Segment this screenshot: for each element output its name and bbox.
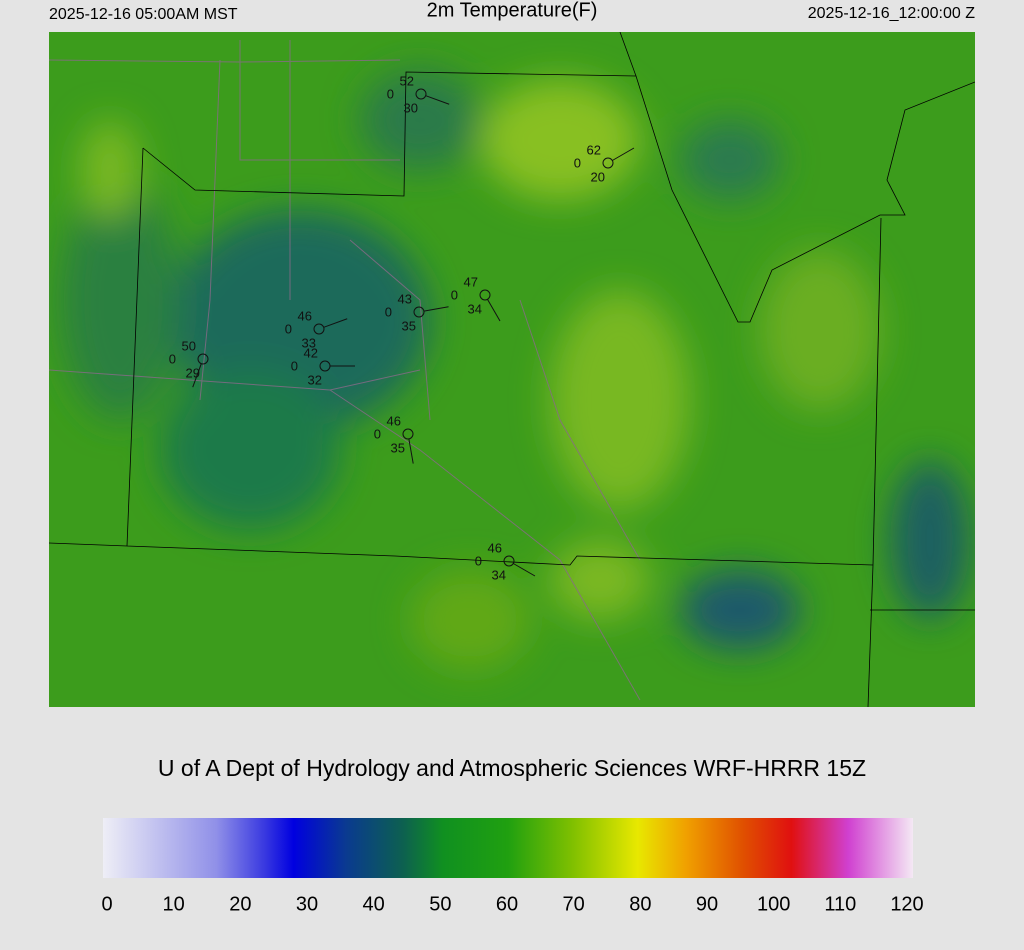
wind-barb [423,306,449,312]
station-circle [413,306,425,318]
colorbar-tick-label: 0 [101,893,112,915]
temperature: 46 [298,308,312,323]
station-circle [479,289,491,301]
wind-value: 0 [451,287,458,302]
valid-time-local: 2025-12-16 05:00AM MST [49,6,238,23]
station-circle [402,428,414,440]
colorbar-tick-label: 80 [629,893,651,915]
temperature: 43 [398,291,412,306]
temperature: 62 [587,142,601,157]
colorbar-tick-label: 20 [229,893,251,915]
colorbar [103,818,913,878]
wind-barb [408,438,414,464]
temperature: 46 [488,540,502,555]
map-title: 2m Temperature(F) [427,0,598,21]
colorbar-tick-label: 10 [163,893,185,915]
wind-value: 0 [387,86,394,101]
colorbar-tick-label: 30 [296,893,318,915]
dewpoint: 33 [302,335,316,350]
wind-barb [425,95,450,105]
station-circle [313,323,325,335]
wind-value: 0 [285,321,292,336]
wind-value: 0 [385,304,392,319]
temperature: 50 [182,338,196,353]
temperature: 46 [387,413,401,428]
station-circle [503,555,515,567]
colorbar-tick-label: 50 [429,893,451,915]
wind-barb [612,147,635,161]
wind-value: 0 [574,155,581,170]
colorbar-tick-label: 120 [890,893,923,915]
wind-barb [487,299,501,322]
station-circle [415,88,427,100]
wind-barb [192,363,202,388]
wind-value: 0 [475,553,482,568]
dewpoint: 34 [468,301,482,316]
dewpoint: 29 [186,365,200,380]
map [49,32,975,707]
temperature: 42 [304,345,318,360]
dewpoint: 35 [402,318,416,333]
dewpoint: 30 [404,100,418,115]
dewpoint: 32 [308,372,322,387]
colorbar-tick-label: 70 [563,893,585,915]
wind-barb [323,318,348,328]
colorbar-tick-label: 100 [757,893,790,915]
colorbar-tick-label: 40 [363,893,385,915]
wind-value: 0 [169,351,176,366]
temperature: 52 [400,73,414,88]
colorbar-tick-label: 60 [496,893,518,915]
station-circle [197,353,209,365]
wind-barb [513,563,536,577]
dewpoint: 20 [591,169,605,184]
valid-time-utc: 2025-12-16_12:00:00 Z [808,5,975,22]
dewpoint: 34 [492,567,506,582]
temperature: 47 [464,274,478,289]
dewpoint: 35 [391,440,405,455]
colorbar-tick-label: 110 [824,893,856,915]
wind-value: 0 [374,426,381,441]
colorbar-ticks: 0 10 20 30 40 50 60 70 80 90 100 110 120 [101,893,923,915]
station-circle [602,157,614,169]
colorbar-tick-label: 90 [696,893,718,915]
credit: U of A Dept of Hydrology and Atmospheric… [158,755,866,781]
wind-value: 0 [291,358,298,373]
